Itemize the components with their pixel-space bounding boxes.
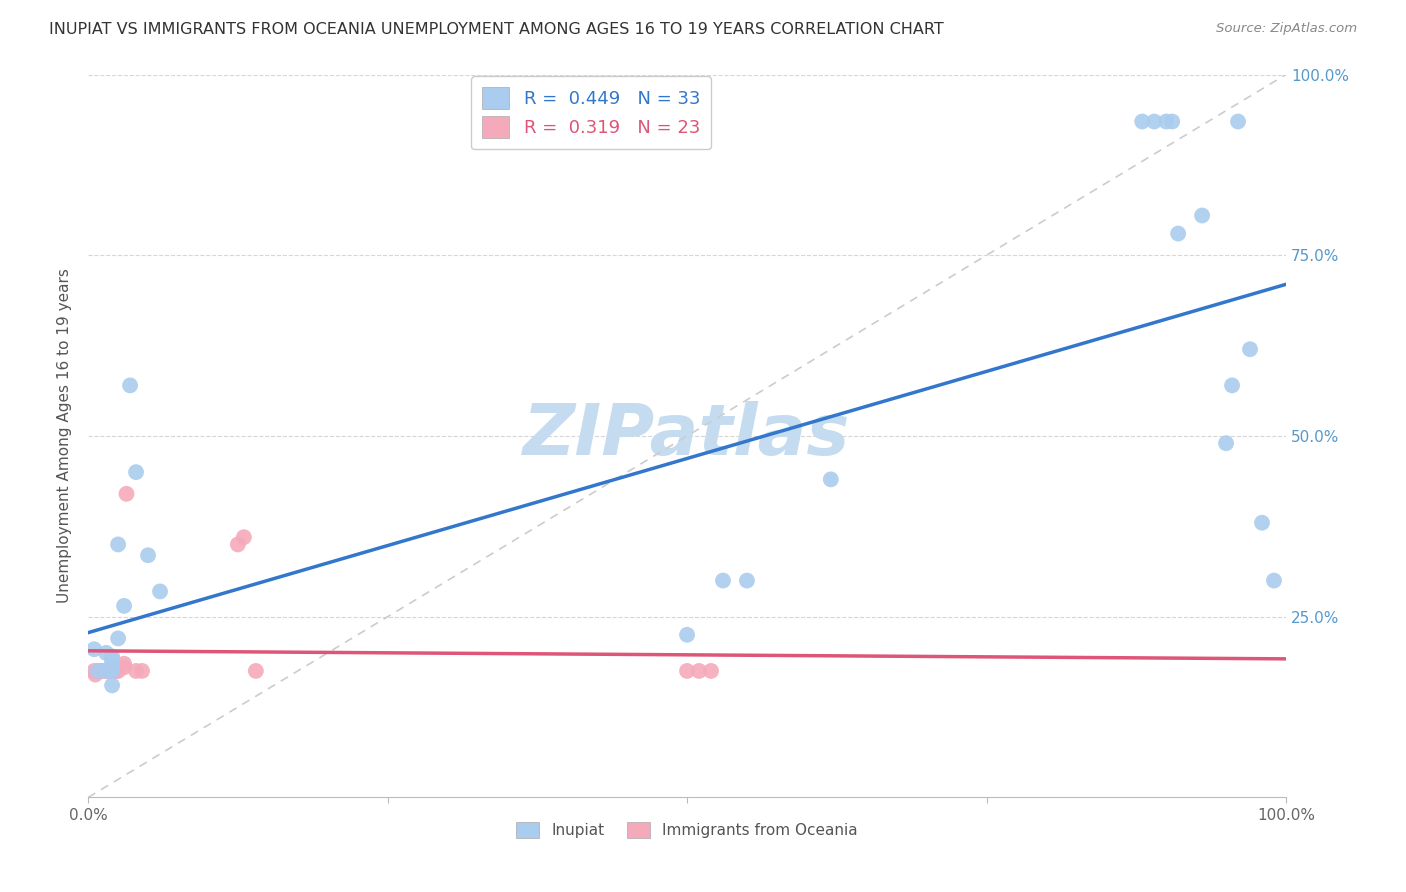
Point (107, 664, 129, 678)
Y-axis label: Unemployment Among Ages 16 to 19 years: Unemployment Among Ages 16 to 19 years (58, 268, 72, 603)
Point (101, 664, 124, 678)
Point (1239, 343, 1261, 357)
Point (84, 667, 107, 681)
Point (107, 632, 129, 646)
Point (112, 660, 135, 674)
Point (1167, 227, 1189, 241)
Point (101, 653, 124, 667)
Point (115, 487, 138, 501)
Text: INUPIAT VS IMMIGRANTS FROM OCEANIA UNEMPLOYMENT AMONG AGES 16 TO 19 YEARS CORREL: INUPIAT VS IMMIGRANTS FROM OCEANIA UNEMP… (49, 22, 943, 37)
Point (820, 472, 842, 486)
Point (101, 678, 124, 692)
Point (94, 664, 117, 678)
Point (89, 664, 111, 678)
Point (1191, 209, 1213, 223)
Text: Source: ZipAtlas.com: Source: ZipAtlas.com (1216, 22, 1357, 36)
Point (131, 664, 153, 678)
Point (149, 584, 172, 599)
Point (1263, 574, 1285, 588)
Point (226, 537, 249, 551)
Point (232, 530, 254, 544)
Point (112, 599, 135, 613)
Point (101, 660, 124, 674)
Point (1143, 114, 1166, 128)
Point (1161, 114, 1184, 128)
Point (104, 664, 127, 678)
Point (107, 537, 129, 551)
Point (1227, 114, 1250, 128)
Point (98, 664, 121, 678)
Point (676, 664, 699, 678)
Point (101, 657, 124, 671)
Point (245, 664, 267, 678)
Text: ZIPatlas: ZIPatlas (523, 401, 851, 470)
Point (1215, 436, 1237, 450)
Point (112, 657, 135, 671)
Point (711, 574, 734, 588)
Point (103, 664, 125, 678)
Point (1220, 378, 1243, 392)
Point (83, 664, 105, 678)
Point (101, 649, 124, 664)
Point (136, 548, 159, 562)
Point (94, 646, 117, 660)
Point (91, 664, 114, 678)
Point (120, 378, 142, 392)
Point (87, 664, 110, 678)
Point (676, 628, 699, 642)
Point (125, 664, 148, 678)
Point (735, 574, 758, 588)
Legend: Inupiat, Immigrants from Oceania: Inupiat, Immigrants from Oceania (510, 816, 865, 844)
Point (700, 664, 723, 678)
Point (94, 664, 117, 678)
Point (87, 664, 110, 678)
Point (97, 664, 120, 678)
Point (1130, 114, 1153, 128)
Point (688, 664, 710, 678)
Point (1154, 114, 1177, 128)
Point (125, 465, 148, 479)
Point (1251, 516, 1274, 530)
Point (101, 664, 124, 678)
Point (83, 642, 105, 657)
